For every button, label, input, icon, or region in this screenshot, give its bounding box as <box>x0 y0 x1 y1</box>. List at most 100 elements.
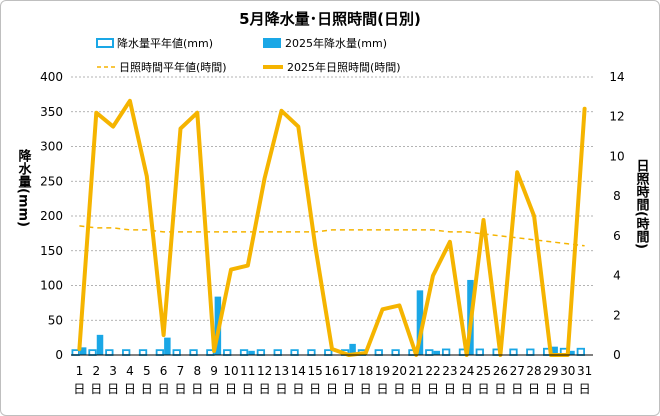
y-left-tick-label: 400 <box>40 70 63 84</box>
x-tick-label: 8 <box>193 364 201 378</box>
bar-precip-normal <box>273 349 282 356</box>
x-tick-label: 25 <box>476 364 491 378</box>
y-left-tick-label: 150 <box>40 244 63 258</box>
x-tick-suffix: 日 <box>225 382 237 396</box>
bar-precip-normal <box>138 349 148 356</box>
bar-precip-2025 <box>349 343 356 355</box>
bar-precip-normal <box>526 348 535 356</box>
y-left-tick-label: 250 <box>40 174 63 188</box>
bar-precip-normal <box>374 349 383 356</box>
x-tick-label: 26 <box>493 364 508 378</box>
x-tick-suffix: 日 <box>393 382 405 396</box>
x-tick-label: 29 <box>543 364 558 378</box>
x-tick-suffix: 日 <box>309 382 321 396</box>
x-tick-label: 2 <box>92 364 100 378</box>
x-axis-ticks: 1日2日3日4日5日6日7日8日9日10日11日12日13日14日15日16日1… <box>73 364 592 396</box>
x-tick-label: 27 <box>510 364 525 378</box>
x-tick-suffix: 日 <box>259 382 271 396</box>
bar-precip-normal <box>509 348 518 356</box>
bar-precip-normal <box>290 349 299 356</box>
legend-label-sunshine-2025: 2025年日照時間(時間) <box>287 60 401 74</box>
x-tick-label: 28 <box>526 364 541 378</box>
y-right-tick-label: 4 <box>613 269 621 283</box>
y-left-tick-label: 50 <box>48 313 63 327</box>
x-tick-suffix: 日 <box>562 382 574 396</box>
x-tick-label: 18 <box>358 364 373 378</box>
x-tick-suffix: 日 <box>511 382 523 396</box>
chart-title: 5月降水量･日照時間(日別) <box>239 10 421 28</box>
x-tick-label: 19 <box>375 364 390 378</box>
legend-label-precip-2025: 2025年降水量(mm) <box>285 36 387 50</box>
bar-precip-normal <box>576 347 585 356</box>
x-tick-suffix: 日 <box>410 382 422 396</box>
y-left-tick-label: 350 <box>40 105 63 119</box>
x-tick-suffix: 日 <box>73 382 85 396</box>
x-tick-suffix: 日 <box>124 382 136 396</box>
bar-precip-normal <box>307 349 316 356</box>
x-tick-label: 11 <box>240 364 255 378</box>
x-tick-suffix: 日 <box>275 382 287 396</box>
y-right-tick-label: 2 <box>613 308 621 322</box>
bar-precip-2025 <box>79 347 87 355</box>
x-tick-label: 14 <box>291 364 306 378</box>
y-axis-left-label: 降水量(mm) <box>16 148 32 227</box>
x-tick-suffix: 日 <box>141 382 153 396</box>
x-tick-suffix: 日 <box>343 382 355 396</box>
legend: 降水量平年値(mm) 2025年降水量(mm) 日照時間平年値(時間) 2025… <box>96 36 401 74</box>
y-right-tick-label: 0 <box>613 348 621 362</box>
x-tick-label: 30 <box>560 364 575 378</box>
x-tick-label: 12 <box>257 364 272 378</box>
bar-precip-normal <box>122 349 131 356</box>
x-tick-label: 5 <box>143 364 151 378</box>
x-tick-suffix: 日 <box>478 382 490 396</box>
bar-precip-normal <box>324 349 333 356</box>
y-right-tick-label: 10 <box>609 149 624 163</box>
bar-precip-2025 <box>248 350 255 355</box>
bar-precip-2025 <box>551 346 558 355</box>
x-tick-suffix: 日 <box>174 382 186 396</box>
y-axis-left-ticks: 0 50 100 150 200 250 300 350 400 <box>40 70 63 362</box>
y-axis-right-ticks: 0 2 4 6 8 10 12 14 <box>609 70 624 362</box>
x-tick-suffix: 日 <box>494 382 506 396</box>
x-tick-label: 15 <box>308 364 323 378</box>
x-tick-label: 20 <box>392 364 407 378</box>
bar-precip-2025 <box>433 350 441 355</box>
x-tick-suffix: 日 <box>208 382 220 396</box>
bar-precip-2025 <box>416 290 424 355</box>
legend-label-precip-normal: 降水量平年値(mm) <box>117 36 213 50</box>
x-tick-label: 22 <box>425 364 440 378</box>
y-left-tick-label: 300 <box>40 140 63 154</box>
x-tick-suffix: 日 <box>579 382 591 396</box>
line-sunshine-normal <box>79 225 585 247</box>
x-tick-suffix: 日 <box>242 382 254 396</box>
x-tick-suffix: 日 <box>191 382 203 396</box>
x-tick-label: 17 <box>341 364 356 378</box>
x-tick-suffix: 日 <box>444 382 456 396</box>
x-tick-label: 13 <box>274 364 289 378</box>
x-tick-suffix: 日 <box>360 382 372 396</box>
x-tick-suffix: 日 <box>377 382 389 396</box>
bar-precip-normal <box>189 349 198 356</box>
bar-precip-normal <box>172 349 181 356</box>
bar-precip-2025 <box>164 337 171 355</box>
legend-swatch-precip-2025 <box>263 38 281 48</box>
x-tick-label: 10 <box>223 364 238 378</box>
y-right-tick-label: 12 <box>609 110 624 124</box>
y-axis-right-label: 日照時間(時間) <box>634 159 650 249</box>
bar-precip-normal <box>155 349 165 356</box>
x-tick-suffix: 日 <box>292 382 304 396</box>
bar-precip-normal <box>71 349 80 356</box>
x-tick-label: 16 <box>324 364 339 378</box>
x-tick-suffix: 日 <box>427 382 439 396</box>
bar-precip-normal <box>441 348 451 356</box>
x-tick-label: 31 <box>577 364 592 378</box>
legend-swatch-precip-normal <box>96 38 114 48</box>
legend-label-sunshine-normal: 日照時間平年値(時間) <box>119 60 227 74</box>
bar-precip-normal <box>88 349 97 356</box>
x-tick-label: 24 <box>459 364 474 378</box>
x-tick-label: 4 <box>126 364 134 378</box>
x-tick-suffix: 日 <box>545 382 557 396</box>
x-tick-label: 3 <box>109 364 117 378</box>
